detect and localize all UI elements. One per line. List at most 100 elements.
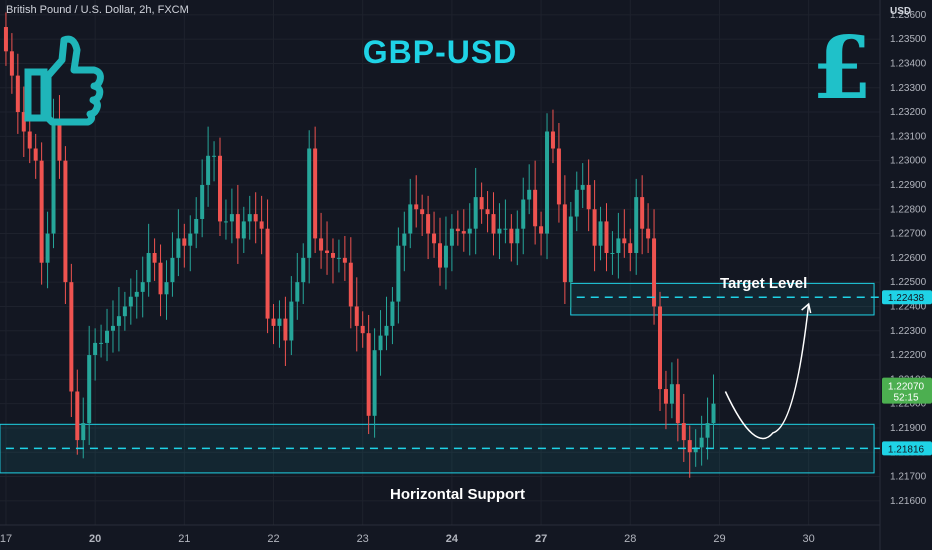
candle	[521, 199, 526, 229]
horizontal-support-label: Horizontal Support	[390, 486, 525, 503]
candle	[51, 124, 56, 234]
x-tick-label: 28	[624, 533, 636, 545]
y-tick-label: 1.23600	[890, 10, 927, 21]
candle	[622, 238, 627, 244]
candle	[93, 342, 98, 356]
candle	[295, 282, 300, 302]
candle	[45, 233, 50, 263]
y-tick-label: 1.22200	[890, 350, 927, 361]
candle	[610, 252, 615, 254]
candle	[414, 204, 419, 210]
candle	[265, 228, 270, 319]
candle	[223, 221, 228, 223]
candle	[289, 301, 294, 341]
x-tick-label: 21	[178, 533, 190, 545]
candle	[206, 155, 211, 185]
candle	[545, 131, 550, 234]
candle	[87, 355, 92, 424]
candle	[562, 204, 567, 283]
support-zone	[0, 423, 875, 474]
candle	[301, 257, 306, 283]
candle	[57, 124, 62, 161]
candle	[200, 184, 205, 219]
instrument-label: British Pound / U.S. Dollar, 2h, FXCM	[6, 4, 189, 16]
candle	[307, 148, 312, 258]
candle	[491, 214, 496, 234]
support-price-tag-bg	[882, 441, 932, 456]
candle	[402, 233, 407, 246]
candle	[503, 228, 508, 230]
candle	[105, 330, 110, 343]
candle	[509, 228, 514, 244]
candle	[432, 233, 437, 244]
candle	[218, 155, 222, 222]
candle	[652, 238, 657, 307]
candle	[396, 245, 401, 302]
candle	[325, 250, 330, 253]
x-tick-label: 17	[0, 533, 12, 545]
candle	[663, 389, 668, 404]
chart-title: GBP-USD	[362, 34, 518, 70]
candle	[354, 306, 359, 326]
y-tick-label: 1.23100	[890, 131, 927, 142]
candle	[467, 228, 472, 234]
candle	[319, 238, 324, 251]
y-tick-label: 1.22900	[890, 180, 927, 191]
y-tick-label: 1.22600	[890, 253, 927, 264]
y-tick-label: 1.23400	[890, 58, 927, 69]
candle	[556, 148, 561, 205]
target-price-tag: 1.22438	[888, 293, 925, 304]
candle	[539, 226, 544, 234]
y-tick-label: 1.22400	[890, 301, 927, 312]
candle	[122, 306, 127, 317]
candle	[675, 384, 680, 424]
candle	[235, 214, 240, 239]
candle	[485, 209, 490, 215]
target-zone	[570, 282, 875, 316]
candle	[69, 282, 74, 392]
target-price-tag-bg	[882, 290, 932, 305]
x-tick-label: 24	[446, 533, 459, 545]
candle	[479, 197, 484, 210]
candle	[390, 301, 395, 326]
candle	[229, 214, 234, 222]
candle	[366, 333, 371, 416]
candle	[693, 447, 698, 453]
x-tick-label: 20	[89, 533, 101, 545]
pound-sign-icon: £	[812, 18, 872, 119]
candle	[164, 282, 169, 295]
candle	[658, 306, 662, 390]
candle	[9, 51, 14, 76]
candle	[348, 262, 353, 307]
candle	[313, 148, 318, 239]
candle	[705, 423, 710, 438]
candle	[158, 262, 163, 295]
candle	[687, 440, 692, 453]
candle	[63, 160, 68, 283]
candle	[515, 228, 520, 244]
candle	[15, 75, 20, 113]
candle	[420, 209, 425, 215]
x-tick-label: 29	[713, 533, 725, 545]
candle	[170, 257, 175, 283]
candle	[360, 325, 365, 334]
x-tick-label: 22	[267, 533, 279, 545]
candle	[550, 131, 555, 149]
candle	[568, 216, 573, 283]
candle	[110, 325, 115, 331]
candle	[461, 231, 466, 234]
candle	[604, 221, 609, 253]
y-tick-label: 1.23500	[890, 34, 927, 45]
candle	[473, 197, 478, 229]
candle	[527, 189, 532, 200]
candle	[336, 257, 341, 259]
candle	[497, 228, 502, 234]
countdown-label: 52:15	[893, 393, 918, 404]
candle	[277, 318, 282, 326]
candle	[283, 318, 288, 341]
x-tick-label: 23	[357, 533, 369, 545]
candle	[212, 155, 217, 157]
candle	[616, 238, 621, 253]
